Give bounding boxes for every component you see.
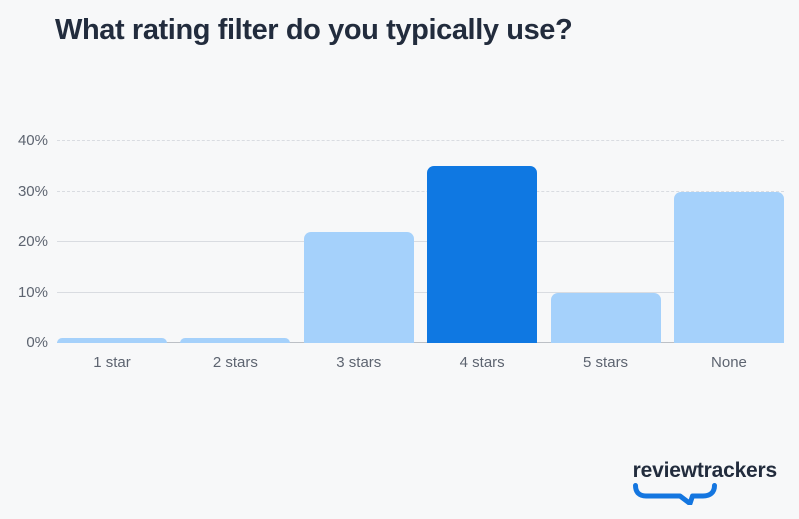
- bar-3-stars: [303, 231, 414, 343]
- bar-none: [673, 191, 784, 343]
- category-label-3-stars: 3 stars: [336, 354, 382, 371]
- gridline-20: [57, 241, 784, 242]
- bar-slot-4-stars: 4 stars: [427, 141, 538, 371]
- y-axis-label-20: 20%: [17, 233, 48, 250]
- gridline-30: [57, 190, 784, 192]
- bar-slot-5-stars: 5 stars: [550, 141, 661, 371]
- gridline-10: [57, 291, 784, 293]
- bar-4-stars: [427, 166, 538, 343]
- speech-bubble-underline-icon: [632, 483, 717, 505]
- logo-text: reviewtrackers: [632, 459, 778, 482]
- speech-bubble-underline-path: [632, 483, 717, 505]
- gridline-40: [57, 140, 784, 141]
- bar-5-stars: [550, 292, 661, 343]
- bar-slot-none: None: [673, 141, 784, 371]
- category-label-2-stars: 2 stars: [212, 354, 258, 371]
- category-label-1-star: 1 star: [93, 354, 131, 371]
- category-label-4-stars: 4 stars: [459, 354, 505, 371]
- y-axis-label-40: 40%: [17, 132, 48, 149]
- bar-slot-2-stars: 2 stars: [180, 141, 291, 371]
- page-title: What rating filter do you typically use?: [55, 14, 573, 46]
- category-label-5-stars: 5 stars: [583, 354, 629, 371]
- y-axis-label-0: 0%: [26, 334, 48, 351]
- plot-area: 1 star 2 stars 3 stars 4 stars 5 stars None: [57, 140, 784, 371]
- bar-slot-3-stars: 3 stars: [303, 141, 414, 371]
- bar-slot-1-star: 1 star: [57, 141, 167, 371]
- category-label-none: None: [711, 354, 747, 371]
- y-axis-label-10: 10%: [17, 283, 48, 301]
- y-axis-label-30: 30%: [17, 182, 48, 200]
- bar-2-stars: [180, 337, 291, 343]
- bars-container: 1 star 2 stars 3 stars 4 stars 5 stars None: [57, 141, 784, 371]
- logo: reviewtrackers: [632, 459, 778, 505]
- gridline-0: [57, 342, 784, 343]
- bar-1-star: [57, 337, 167, 343]
